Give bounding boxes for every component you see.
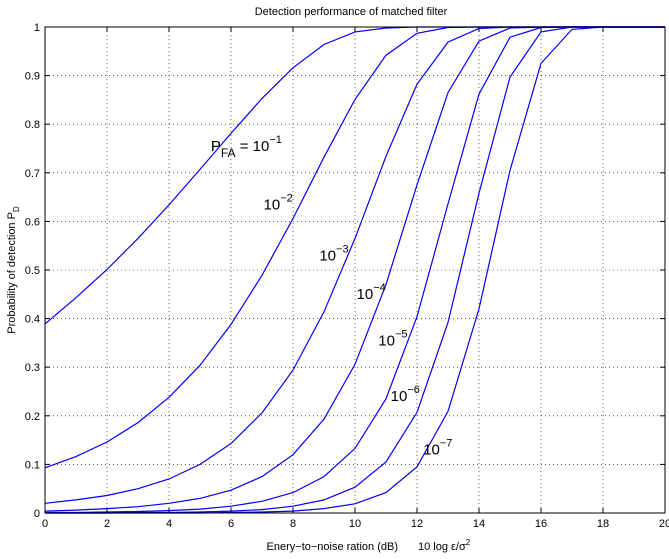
pfa-label-p4: 10−4: [357, 282, 386, 303]
pfa-label-exponent: −4: [373, 282, 386, 294]
x-tick-label: 16: [535, 518, 547, 530]
pfa-label-p7: 10−7: [423, 438, 452, 459]
pfa-label-base: 10: [264, 196, 281, 213]
x-tick-label: 20: [659, 518, 669, 530]
pfa-label-prefix-sub: FA: [221, 146, 236, 160]
x-tick-label: 0: [42, 518, 48, 530]
pfa-label-base: 10: [423, 442, 440, 459]
x-axis-formula: 10 log ε/σ2: [418, 538, 471, 553]
pfa-label-base: 10: [319, 247, 336, 264]
pfa-label-equals: =: [236, 138, 253, 155]
x-axis-label: Enery−to−noise ration (dB): [267, 541, 398, 553]
chart-title: Detection performance of matched filter: [255, 6, 448, 18]
y-tick-label: 0.5: [25, 265, 40, 277]
axis-ticks: [44, 26, 666, 514]
y-axis-tick-labels: 0 0.1 0.2 0.3 0.4 0.5 0.6 0.7 0.8 0.9 1: [25, 22, 40, 520]
y-tick-label: 0: [34, 508, 40, 520]
x-tick-label: 2: [104, 518, 110, 530]
x-tick-label: 6: [228, 518, 234, 530]
pfa-label-exponent: −7: [440, 438, 453, 450]
y-tick-label: 0.6: [25, 216, 40, 228]
pfa-label-base: 10: [391, 388, 408, 405]
pfa-label-exponent: −6: [407, 384, 420, 396]
x-tick-label: 10: [349, 518, 361, 530]
x-tick-label: 18: [597, 518, 609, 530]
y-tick-label: 1: [34, 22, 40, 34]
pfa-label-exponent: −5: [395, 328, 408, 340]
pfa-label-p6: 10−6: [391, 384, 420, 405]
annotations: PFA = 10−110−210−310−410−510−610−7: [211, 134, 453, 459]
pfa-label-base: 10: [378, 332, 395, 349]
y-axis-label-sub: D: [12, 206, 21, 212]
x-tick-label: 8: [290, 518, 296, 530]
x-axis-formula-sup: 2: [466, 538, 471, 547]
y-axis-label-main: Probability of detection P: [6, 212, 18, 334]
pfa-label-p3: 10−3: [319, 243, 348, 264]
y-tick-label: 0.1: [25, 459, 40, 471]
y-tick-label: 0.4: [25, 314, 40, 326]
y-tick-label: 0.3: [25, 362, 40, 374]
x-axis-tick-labels: 0 2 4 6 8 10 12 14 16 18 20: [42, 518, 669, 530]
pfa-label-exponent: −2: [280, 192, 293, 204]
x-tick-label: 4: [166, 518, 172, 530]
y-tick-label: 0.8: [25, 119, 40, 131]
pfa-label-p1: PFA = 10−1: [211, 134, 282, 160]
grid-lines: [45, 27, 665, 513]
pfa-label-exponent: −3: [336, 243, 349, 255]
y-axis-label: Probability of detection PD: [6, 206, 21, 334]
x-tick-label: 14: [473, 518, 485, 530]
x-tick-label: 12: [411, 518, 423, 530]
pfa-label-p5: 10−5: [378, 328, 407, 349]
pfa-label-base: 10: [253, 138, 270, 155]
pfa-label-p2: 10−2: [264, 192, 293, 213]
pfa-label-prefix: P: [211, 138, 221, 155]
y-tick-label: 0.2: [25, 411, 40, 423]
x-axis-formula-main: 10 log ε/σ: [418, 541, 466, 553]
pfa-label-exponent: −1: [269, 134, 282, 146]
y-tick-label: 0.9: [25, 71, 40, 83]
pfa-label-base: 10: [357, 286, 374, 303]
y-tick-label: 0.7: [25, 168, 40, 180]
